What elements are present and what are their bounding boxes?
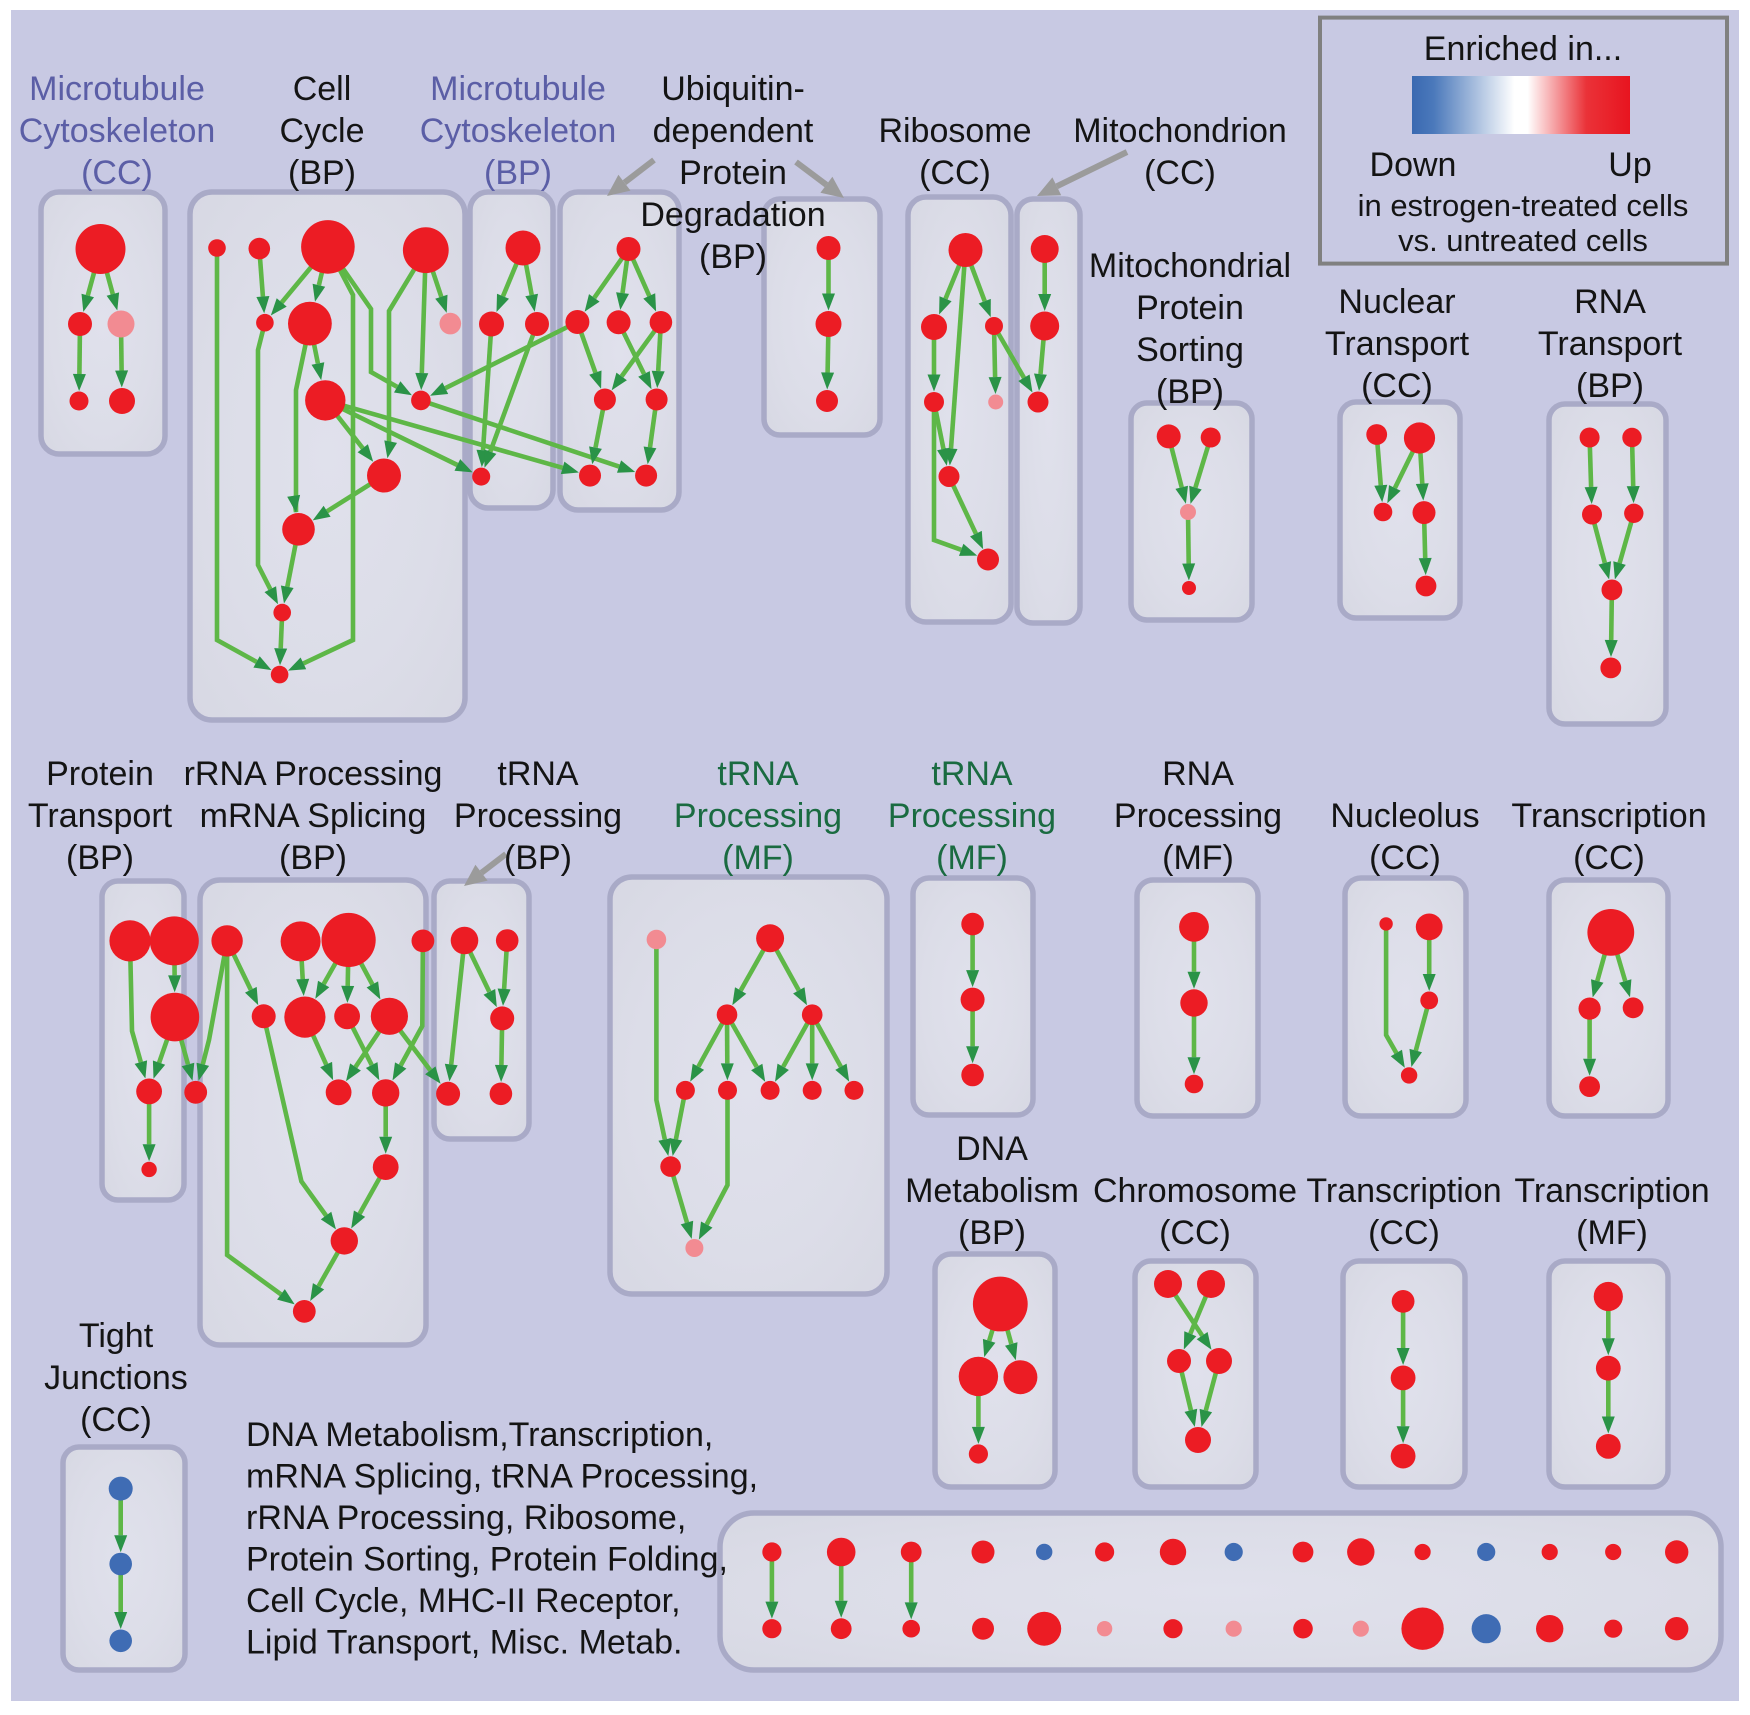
svg-text:(BP): (BP) [484, 154, 552, 192]
svg-text:(CC): (CC) [919, 154, 991, 192]
svg-text:(BP): (BP) [279, 839, 347, 877]
svg-text:mRNA Splicing: mRNA Splicing [200, 797, 427, 835]
svg-text:(CC): (CC) [1361, 367, 1433, 405]
svg-text:rRNA Processing, Ribosome,: rRNA Processing, Ribosome, [246, 1499, 686, 1537]
svg-text:Transport: Transport [1538, 325, 1683, 363]
svg-text:(MF): (MF) [1576, 1214, 1648, 1252]
svg-text:Cycle: Cycle [279, 112, 364, 150]
svg-text:(MF): (MF) [722, 839, 794, 877]
svg-text:vs. untreated cells: vs. untreated cells [1398, 223, 1648, 258]
svg-text:Nuclear: Nuclear [1338, 283, 1455, 321]
svg-text:tRNA: tRNA [931, 755, 1013, 793]
svg-text:Processing: Processing [674, 797, 842, 835]
svg-text:Transcription: Transcription [1511, 797, 1706, 835]
svg-text:Cell: Cell [293, 70, 352, 108]
svg-text:Degradation: Degradation [640, 196, 825, 234]
svg-text:Microtubule: Microtubule [430, 70, 606, 108]
svg-text:Cell Cycle, MHC-II Receptor,: Cell Cycle, MHC-II Receptor, [246, 1582, 681, 1620]
svg-text:Sorting: Sorting [1136, 331, 1244, 369]
svg-text:Metabolism: Metabolism [905, 1172, 1079, 1210]
svg-text:Chromosome: Chromosome [1093, 1172, 1297, 1210]
svg-text:Transport: Transport [1325, 325, 1470, 363]
svg-text:RNA: RNA [1574, 283, 1646, 321]
svg-text:Ribosome: Ribosome [878, 112, 1031, 150]
svg-text:(MF): (MF) [1162, 839, 1234, 877]
svg-text:Mitochondrial: Mitochondrial [1089, 247, 1291, 285]
svg-text:Cytoskeleton: Cytoskeleton [19, 112, 216, 150]
svg-text:Transcription: Transcription [1514, 1172, 1709, 1210]
svg-text:tRNA: tRNA [717, 755, 799, 793]
svg-text:(CC): (CC) [1368, 1214, 1440, 1252]
svg-text:Down: Down [1370, 146, 1457, 184]
svg-text:Protein: Protein [679, 154, 787, 192]
svg-text:Microtubule: Microtubule [29, 70, 205, 108]
svg-text:mRNA Splicing, tRNA Processing: mRNA Splicing, tRNA Processing, [246, 1458, 758, 1496]
svg-text:Transcription: Transcription [1306, 1172, 1501, 1210]
svg-text:in estrogen-treated cells: in estrogen-treated cells [1358, 188, 1689, 223]
svg-text:rRNA Processing: rRNA Processing [184, 755, 443, 793]
svg-text:RNA: RNA [1162, 755, 1234, 793]
svg-text:(BP): (BP) [699, 238, 767, 276]
svg-text:(BP): (BP) [66, 839, 134, 877]
svg-text:Processing: Processing [1114, 797, 1282, 835]
svg-text:Up: Up [1608, 146, 1651, 184]
svg-text:(BP): (BP) [504, 839, 572, 877]
svg-text:Mitochondrion: Mitochondrion [1073, 112, 1287, 150]
svg-text:(CC): (CC) [81, 154, 153, 192]
svg-text:(BP): (BP) [1576, 367, 1644, 405]
svg-text:DNA Metabolism,Transcription,: DNA Metabolism,Transcription, [246, 1416, 713, 1454]
svg-text:Nucleolus: Nucleolus [1330, 797, 1479, 835]
svg-text:(CC): (CC) [1573, 839, 1645, 877]
svg-text:(BP): (BP) [288, 154, 356, 192]
svg-text:(CC): (CC) [80, 1401, 152, 1439]
svg-text:Protein: Protein [1136, 289, 1244, 327]
svg-text:dependent: dependent [653, 112, 814, 150]
svg-text:(BP): (BP) [958, 1214, 1026, 1252]
svg-text:Transport: Transport [28, 797, 173, 835]
svg-text:Cytoskeleton: Cytoskeleton [420, 112, 617, 150]
svg-text:Processing: Processing [454, 797, 622, 835]
svg-text:Protein Sorting, Protein Foldi: Protein Sorting, Protein Folding, [246, 1541, 728, 1579]
svg-text:(CC): (CC) [1369, 839, 1441, 877]
svg-text:Tight: Tight [79, 1317, 154, 1355]
svg-text:(BP): (BP) [1156, 373, 1224, 411]
svg-text:(CC): (CC) [1159, 1214, 1231, 1252]
svg-text:Ubiquitin-: Ubiquitin- [661, 70, 805, 108]
svg-text:tRNA: tRNA [497, 755, 579, 793]
svg-text:(MF): (MF) [936, 839, 1008, 877]
svg-text:Junctions: Junctions [44, 1359, 188, 1397]
svg-text:Protein: Protein [46, 755, 154, 793]
svg-text:DNA: DNA [956, 1130, 1028, 1168]
svg-text:(CC): (CC) [1144, 154, 1216, 192]
svg-text:Lipid Transport, Misc. Metab.: Lipid Transport, Misc. Metab. [246, 1624, 683, 1662]
svg-text:Enriched in...: Enriched in... [1424, 30, 1622, 68]
svg-text:Processing: Processing [888, 797, 1056, 835]
